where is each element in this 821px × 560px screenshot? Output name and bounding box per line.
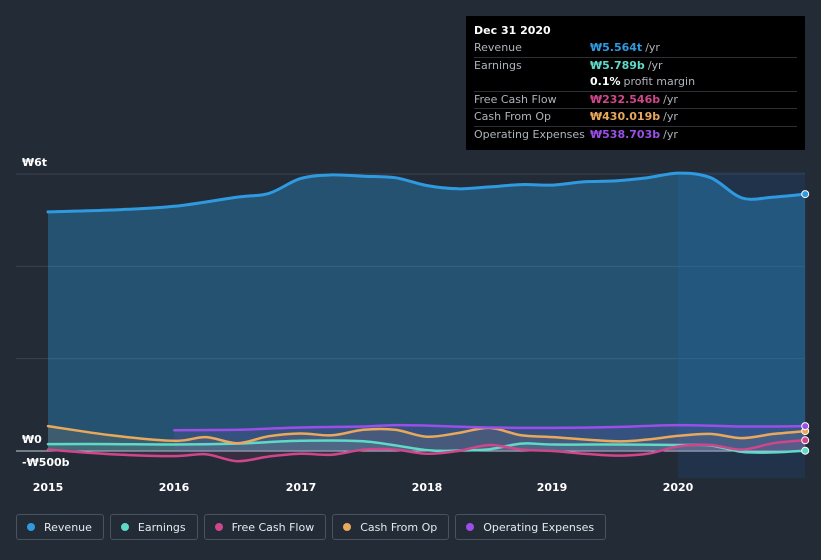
legend-dot xyxy=(214,523,223,531)
tooltip-unit: /yr xyxy=(663,110,678,123)
revenue-area xyxy=(48,173,806,451)
tooltip-label: Earnings xyxy=(474,58,522,72)
x-tick-label: 2016 xyxy=(158,481,190,494)
x-tick-label: 2017 xyxy=(285,481,317,494)
legend-revenue[interactable]: Revenue xyxy=(16,514,104,540)
tooltip-row-earnings: Earnings ₩5.789b /yr xyxy=(474,56,797,75)
tooltip-row-cfo: Cash From Op ₩430.019b /yr xyxy=(474,108,797,126)
tooltip-value: ₩430.019b xyxy=(590,110,661,123)
tooltip-date: Dec 31 2020 xyxy=(474,24,551,37)
tooltip-label xyxy=(474,74,590,91)
tooltip-row-fcf: Free Cash Flow ₩232.546b /yr xyxy=(474,90,797,109)
data-tooltip: Dec 31 2020 Revenue ₩5.564t /yr Earnings… xyxy=(466,16,805,150)
earnings-area xyxy=(48,440,806,453)
series-lines xyxy=(46,171,807,463)
tooltip-row-margin: 0.1% profit margin xyxy=(474,74,797,91)
free-cash-flow-area xyxy=(48,440,806,462)
tooltip-value: ₩538.703b xyxy=(590,127,661,141)
revenue-end-point xyxy=(801,190,810,199)
chart-legend: Revenue Earnings Free Cash Flow Cash Fro… xyxy=(16,514,607,540)
tooltip-value: ₩5.789b xyxy=(590,58,645,72)
cash-from-op-line xyxy=(46,424,807,445)
legend-dot xyxy=(343,523,352,531)
legend-free-cash-flow[interactable]: Free Cash Flow xyxy=(203,514,327,540)
tooltip-unit: profit margin xyxy=(623,75,696,88)
tooltip-unit: /yr xyxy=(645,41,660,54)
operating-expenses-line xyxy=(172,423,807,432)
legend-cash-from-op[interactable]: Cash From Op xyxy=(332,514,450,540)
legend-operating-expenses[interactable]: Operating Expenses xyxy=(455,514,607,540)
legend-dot xyxy=(120,523,129,531)
tooltip-value: 0.1% xyxy=(590,75,621,88)
operating-expenses-end-point xyxy=(801,422,810,431)
series-areas xyxy=(48,173,806,462)
free-cash-flow-line xyxy=(46,439,807,463)
y-tick-label-zero: ₩0 xyxy=(22,433,42,446)
free-cash-flow-end-point xyxy=(801,436,810,445)
legend-label: Revenue xyxy=(44,520,92,534)
legend-dot xyxy=(27,523,35,531)
legend-label: Free Cash Flow xyxy=(231,520,315,534)
tooltip-label: Revenue xyxy=(474,41,522,54)
legend-label: Earnings xyxy=(137,520,186,534)
tooltip-row-revenue: Revenue ₩5.564t /yr xyxy=(474,40,797,57)
x-tick-label: 2015 xyxy=(32,481,64,494)
x-tick-label: 2020 xyxy=(662,481,694,494)
tooltip-value: ₩232.546b xyxy=(590,92,661,106)
tooltip-unit: /yr xyxy=(663,92,678,106)
revenue-line xyxy=(46,171,807,214)
legend-dot xyxy=(466,523,475,531)
tooltip-label: Cash From Op xyxy=(474,110,552,123)
legend-earnings[interactable]: Earnings xyxy=(109,514,198,540)
earnings-end-point xyxy=(801,446,810,455)
tooltip-label: Free Cash Flow xyxy=(474,92,557,106)
tooltip-value: ₩5.564t xyxy=(590,41,643,54)
x-tick-label: 2019 xyxy=(536,481,568,494)
y-tick-label-neg: -₩500b xyxy=(22,456,70,469)
tooltip-label: Operating Expenses xyxy=(474,127,585,141)
x-tick-label: 2018 xyxy=(411,481,443,494)
tooltip-unit: /yr xyxy=(647,58,663,72)
end-markers xyxy=(801,190,810,455)
y-tick-label-top: ₩6t xyxy=(22,156,48,169)
tooltip-unit: /yr xyxy=(663,127,678,141)
legend-label: Cash From Op xyxy=(360,520,438,534)
tooltip-row-opex: Operating Expenses ₩538.703b /yr xyxy=(474,125,797,144)
legend-label: Operating Expenses xyxy=(483,520,595,534)
